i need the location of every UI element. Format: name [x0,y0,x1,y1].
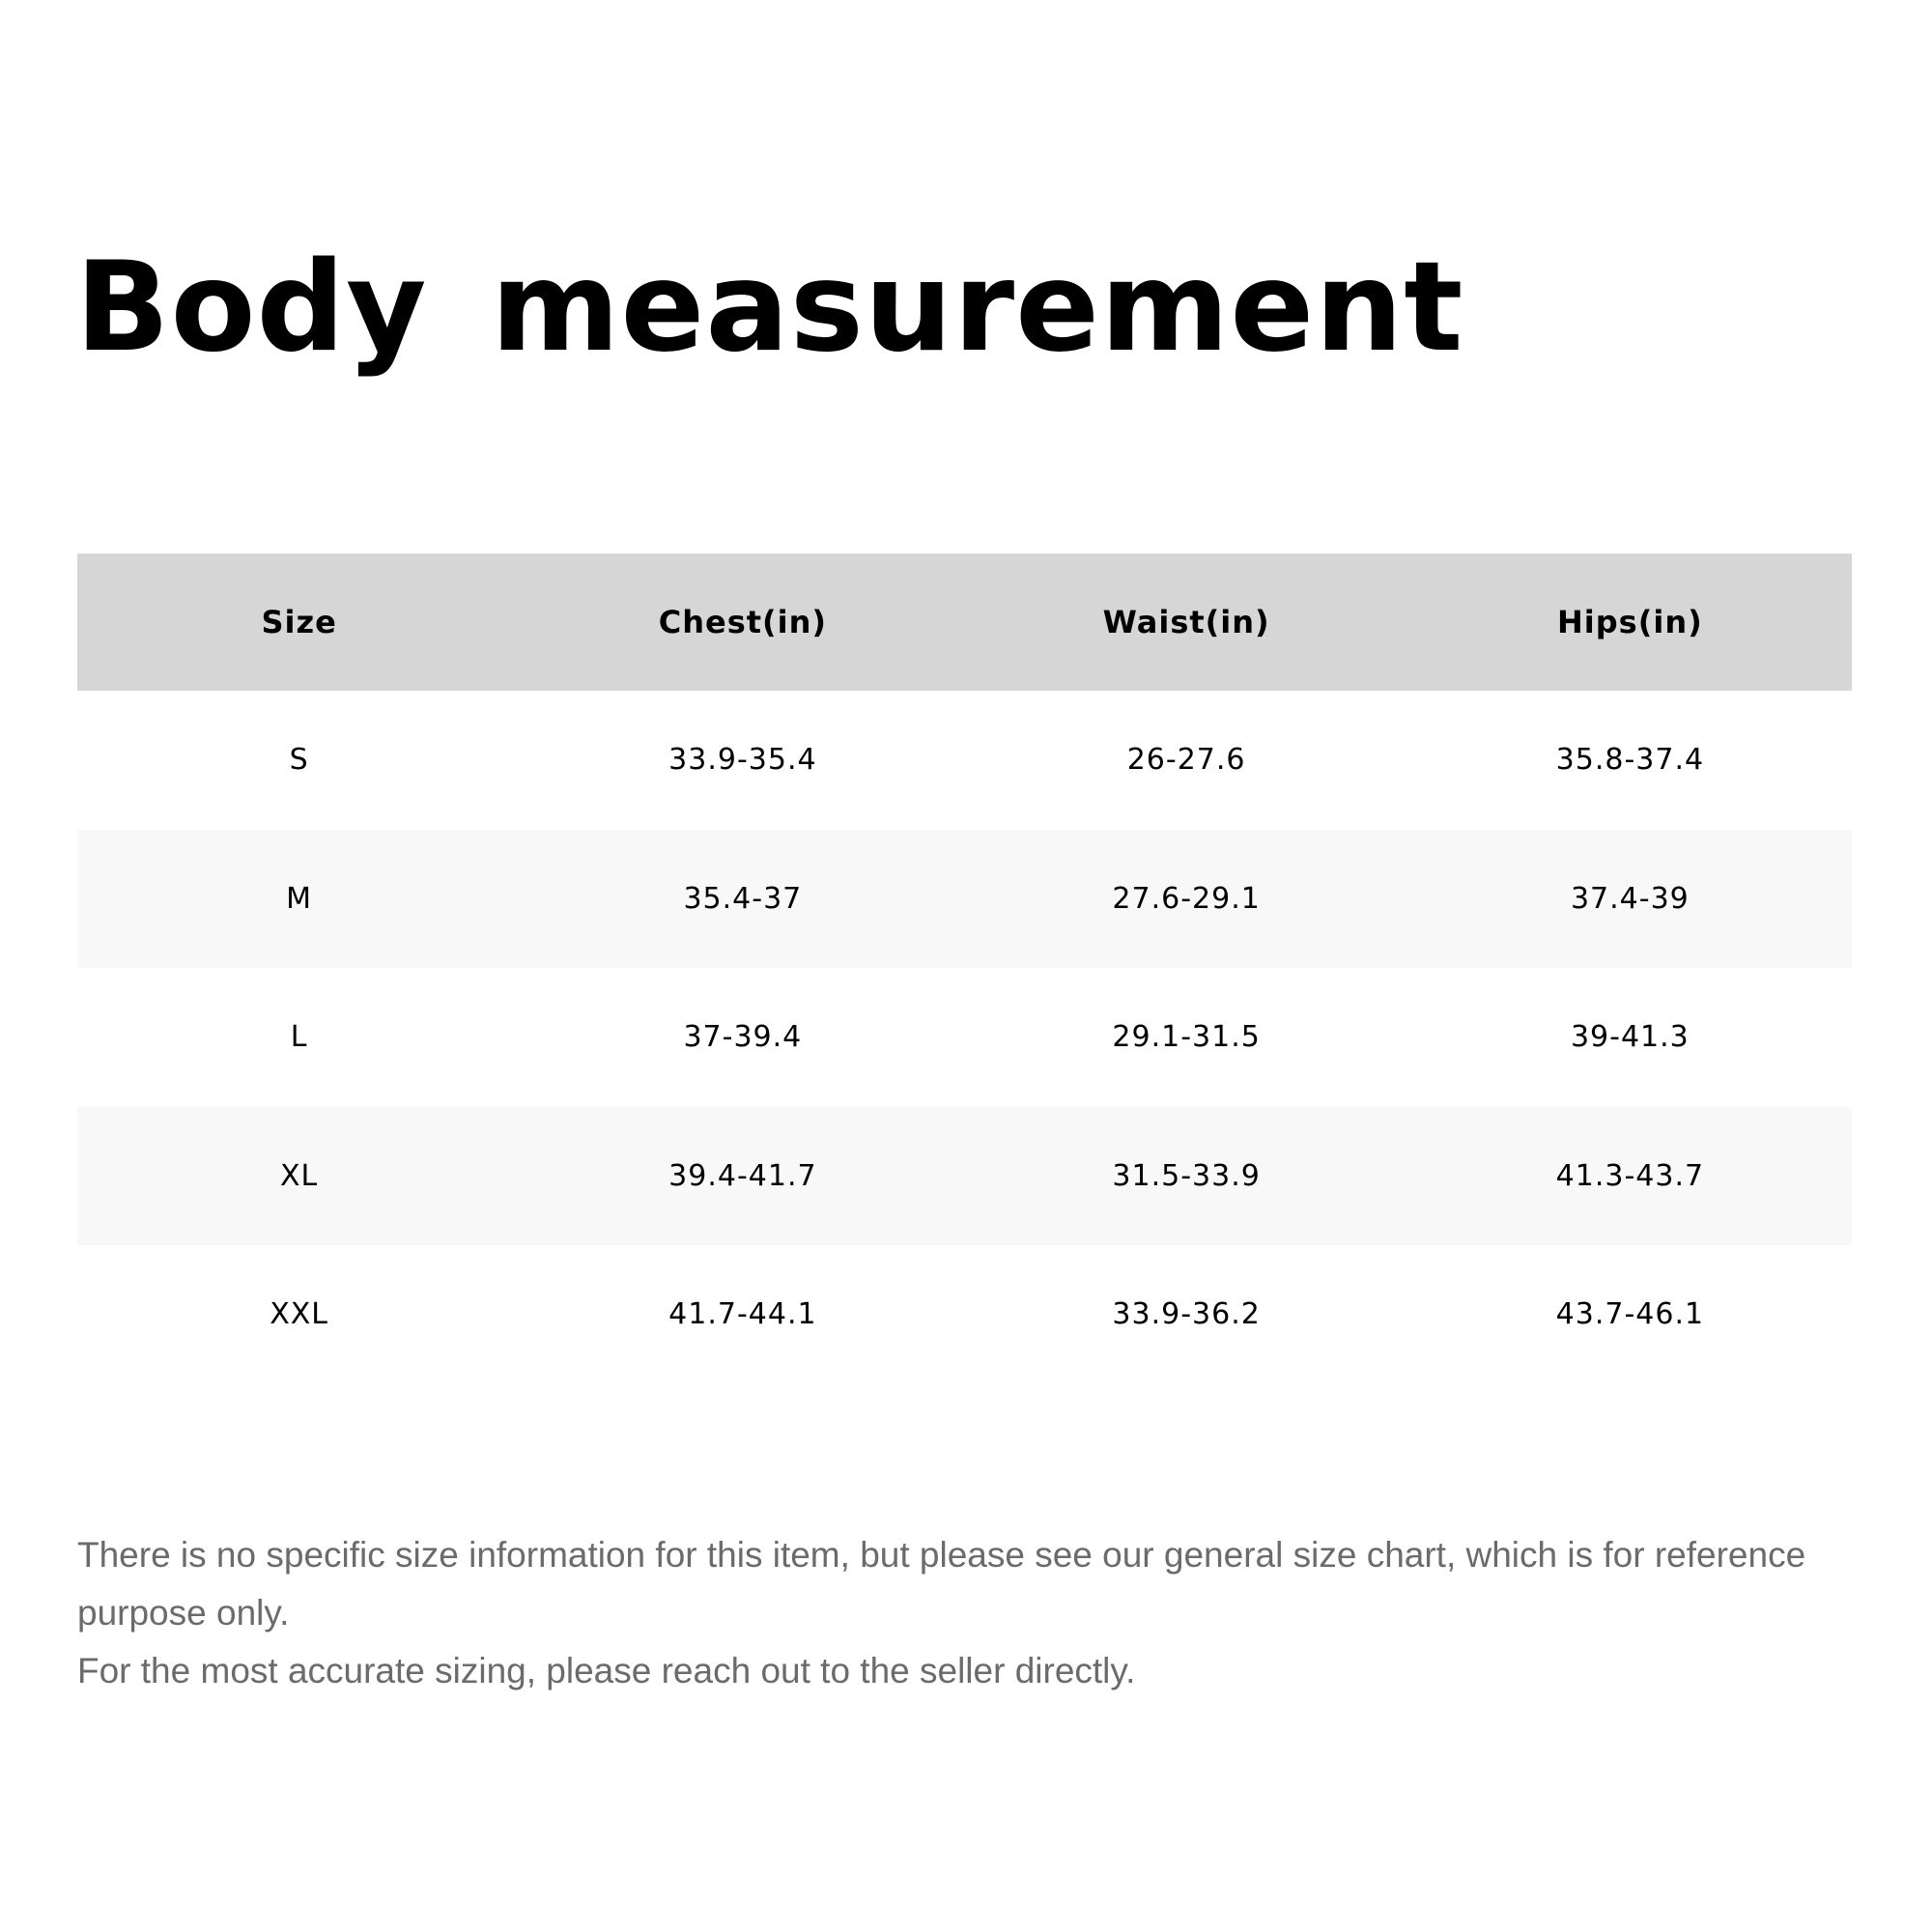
header-hips: Hips(in) [1557,604,1703,640]
note-line-1: There is no specific size information fo… [77,1535,1806,1633]
cell-hips: 35.8-37.4 [1555,743,1705,778]
cell-waist: 29.1-31.5 [1112,1020,1261,1055]
cell-size: L [290,1020,308,1055]
cell-chest: 33.9-35.4 [668,743,817,778]
header-chest: Chest(in) [658,604,828,640]
table-row: S 33.9-35.4 26-27.6 35.8-37.4 [77,691,1852,830]
note-line-2: For the most accurate sizing, please rea… [77,1651,1136,1690]
cell-waist: 31.5-33.9 [1112,1158,1261,1193]
cell-waist: 33.9-36.2 [1112,1297,1261,1332]
table-row: M 35.4-37 27.6-29.1 37.4-39 [77,829,1852,968]
size-table: Size Chest(in) Waist(in) Hips(in) S 33.9-… [77,554,1852,1384]
header-size: Size [261,604,337,640]
header-waist: Waist(in) [1102,604,1270,640]
cell-waist: 26-27.6 [1126,743,1246,778]
cell-size: M [286,881,313,916]
cell-hips: 39-41.3 [1570,1020,1690,1055]
cell-hips: 43.7-46.1 [1555,1297,1705,1332]
table-row: L 37-39.4 29.1-31.5 39-41.3 [77,968,1852,1107]
cell-size: XXL [270,1297,329,1332]
cell-hips: 41.3-43.7 [1555,1158,1705,1193]
table-row: XXL 41.7-44.1 33.9-36.2 43.7-46.1 [77,1245,1852,1384]
cell-chest: 37-39.4 [683,1020,803,1055]
cell-chest: 39.4-41.7 [668,1158,817,1193]
table-header-row: Size Chest(in) Waist(in) Hips(in) [77,554,1852,691]
cell-chest: 41.7-44.1 [668,1297,817,1332]
cell-size: S [289,743,309,778]
page-title: Body measurement [75,236,1464,380]
cell-hips: 37.4-39 [1570,881,1690,916]
cell-chest: 35.4-37 [683,881,803,916]
size-note: There is no specific size information fo… [77,1526,1864,1700]
cell-size: XL [279,1158,319,1193]
cell-waist: 27.6-29.1 [1112,881,1261,916]
table-row: XL 39.4-41.7 31.5-33.9 41.3-43.7 [77,1106,1852,1245]
